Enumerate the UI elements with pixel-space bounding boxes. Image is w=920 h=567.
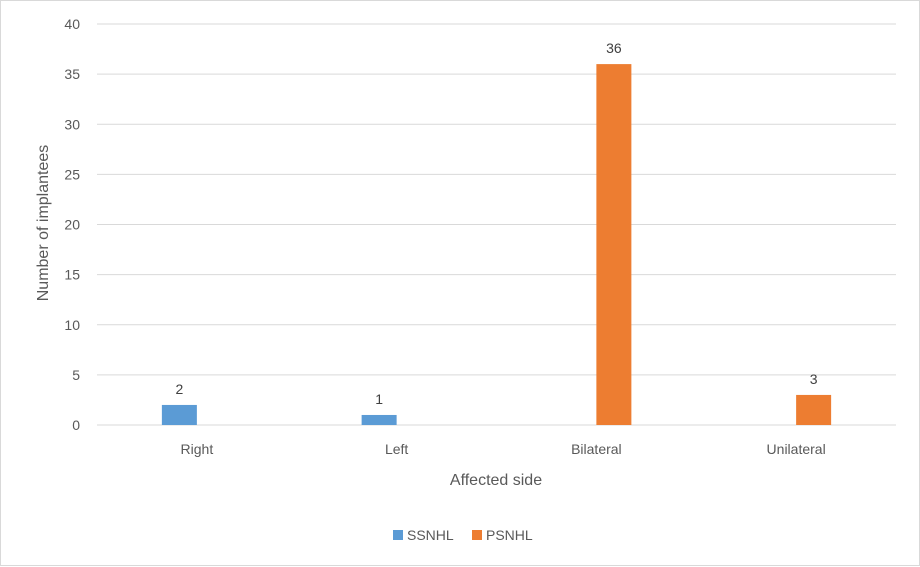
y-tick-label: 15 (64, 267, 80, 283)
bar-ssnhl-right (161, 404, 197, 425)
legend-swatch-ssnhl (393, 530, 403, 540)
y-tick-label: 30 (64, 116, 80, 132)
x-axis-ticks: Right Left Bilateral Unilateral (181, 441, 826, 457)
y-tick-label: 35 (64, 66, 80, 82)
legend-label-ssnhl: SSNHL (407, 527, 454, 543)
y-axis-ticks: 0 5 10 15 20 25 30 35 40 (64, 16, 80, 433)
y-tick-label: 20 (64, 217, 80, 233)
x-tick-label: Right (181, 441, 214, 457)
x-tick-label: Left (385, 441, 408, 457)
x-tick-label: Unilateral (767, 441, 826, 457)
x-tick-label: Bilateral (571, 441, 622, 457)
data-labels: 2 1 36 3 (175, 40, 817, 407)
x-axis-title: Affected side (450, 472, 542, 489)
legend-swatch-psnhl (472, 530, 482, 540)
gridlines (97, 23, 896, 426)
bar-psnhl-bilateral (596, 64, 632, 425)
bar-psnhl-unilateral (796, 394, 832, 425)
y-tick-label: 40 (64, 16, 80, 32)
data-label: 1 (375, 391, 383, 407)
bar-ssnhl-left (361, 414, 397, 425)
data-label: 3 (810, 371, 818, 387)
y-tick-label: 5 (72, 367, 80, 383)
y-tick-label: 0 (72, 417, 80, 433)
y-tick-label: 10 (64, 317, 80, 333)
y-tick-label: 25 (64, 166, 80, 182)
data-label: 2 (175, 381, 183, 397)
data-label: 36 (606, 40, 622, 56)
bars (161, 64, 832, 425)
y-axis-title: Number of implantees (35, 145, 52, 302)
legend: SSNHL PSNHL (393, 527, 533, 543)
legend-label-psnhl: PSNHL (486, 527, 533, 543)
